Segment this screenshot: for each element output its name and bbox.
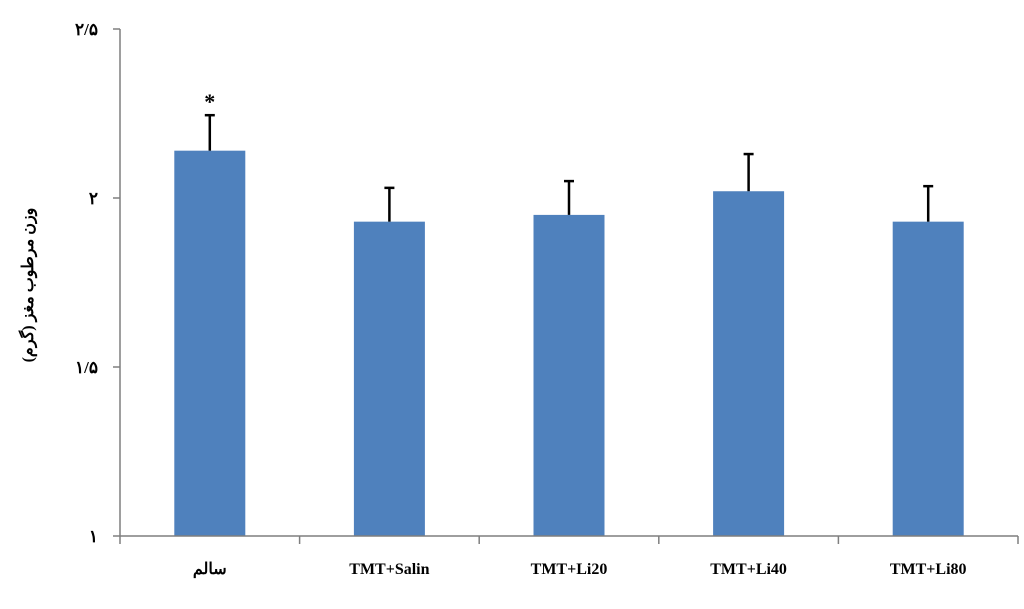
axes-layer [113, 28, 1019, 544]
y-tick-label: ١ [89, 527, 98, 546]
errorbars-layer [204, 113, 934, 222]
y-tick-label: ٢ [89, 189, 98, 208]
y-tick-label: ١/۵ [75, 358, 98, 377]
y-axis-title: وزن مرطوب مغز (گرم) [18, 208, 38, 363]
bars-layer [174, 150, 964, 537]
bar [353, 221, 425, 536]
bar [713, 191, 785, 537]
x-category-label: TMT+Li20 [531, 561, 608, 578]
x-category-label: TMT+Li40 [710, 561, 787, 578]
bar [174, 150, 246, 536]
x-category-label: TMT+Salin [349, 561, 429, 578]
labels-layer: ١ ١/۵ ٢ ٢/۵ سالم TMT+Salin TMT+Li20 TMT+Li40 TMT… [75, 20, 967, 579]
x-category-label: TMT+Li80 [890, 561, 967, 578]
bar [533, 214, 605, 536]
x-category-label: سالم [193, 561, 227, 579]
y-tick-label: ٢/۵ [75, 20, 98, 39]
significance-asterisk: * [204, 89, 215, 114]
bar [892, 221, 964, 536]
